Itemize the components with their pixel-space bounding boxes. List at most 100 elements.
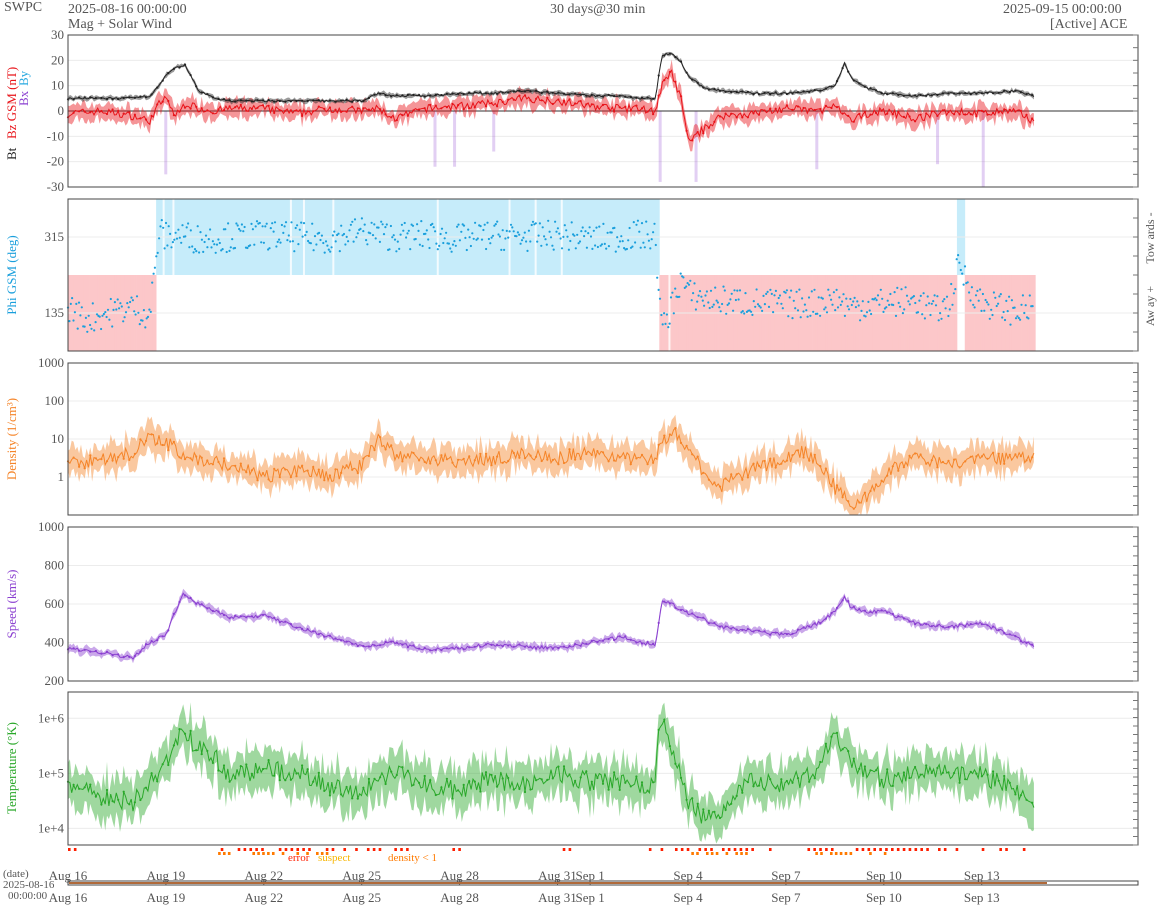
bt-point	[384, 94, 387, 97]
density-point	[1031, 456, 1034, 459]
phi-point	[596, 245, 600, 249]
bz-point	[351, 105, 354, 108]
density-point	[1003, 462, 1006, 465]
bt-point	[635, 96, 638, 99]
phi-point	[839, 303, 842, 306]
phi-point	[892, 303, 895, 307]
bt-point	[418, 94, 421, 97]
temperature-point	[941, 771, 945, 774]
speed-point	[289, 623, 292, 626]
bt-point	[523, 90, 527, 93]
phi-point	[632, 221, 635, 224]
temperature-point	[640, 781, 644, 784]
phi-point	[333, 230, 336, 233]
bz-point	[947, 110, 950, 114]
bt-point	[345, 98, 348, 101]
speed-point	[133, 654, 136, 658]
density-point	[373, 448, 376, 452]
speed-point	[167, 629, 170, 632]
mag-ylabel-bz: Bz GSM (nT)	[4, 67, 19, 139]
temperature-point	[468, 780, 471, 783]
phi-point	[267, 248, 270, 251]
temperature-point	[652, 781, 655, 784]
phi-point	[438, 244, 441, 247]
phi-point	[806, 315, 809, 318]
speed-point	[640, 642, 644, 645]
x-tick-label-top: Aug 28	[440, 868, 479, 883]
phi-point	[334, 240, 337, 243]
bt-point	[306, 99, 309, 102]
speed-y-tick-label: 600	[45, 596, 65, 611]
bz-point	[557, 98, 560, 101]
speed-point	[406, 646, 409, 649]
temperature-point	[596, 776, 599, 780]
bt-point	[568, 93, 571, 96]
bz-point	[936, 114, 939, 117]
bz-point	[89, 111, 92, 114]
phi-point	[976, 289, 979, 292]
phi-point	[173, 238, 176, 241]
bz-point	[696, 131, 699, 134]
speed-point	[462, 648, 465, 651]
phi-point	[235, 222, 238, 225]
phi-point	[845, 297, 848, 300]
phi-point	[191, 245, 194, 248]
phi-y-tick-label: 315	[45, 229, 65, 244]
phi-point	[122, 320, 125, 323]
density-point	[228, 467, 231, 470]
status-density-mark	[740, 852, 743, 855]
phi-point	[464, 236, 467, 239]
phi-gap	[332, 199, 335, 351]
density-point	[796, 449, 800, 452]
status-error-mark	[237, 848, 241, 851]
phi-point	[543, 235, 546, 238]
phi-point	[338, 250, 341, 253]
bz-point	[395, 119, 398, 122]
temperature-point	[646, 789, 649, 792]
phi-point	[991, 313, 994, 317]
speed-point	[200, 603, 203, 606]
phi-point	[353, 218, 357, 221]
bt-point	[200, 91, 203, 94]
status-error-mark	[400, 848, 403, 851]
bz-point	[512, 98, 515, 101]
phi-point	[838, 296, 841, 299]
bz-point	[267, 104, 270, 107]
temperature-envelope	[68, 702, 1034, 844]
density-point	[735, 473, 738, 476]
density-point	[975, 455, 978, 458]
bt-point	[908, 94, 911, 97]
status-error-mark	[698, 848, 702, 851]
speed-point	[412, 644, 415, 647]
bz-point	[824, 104, 828, 107]
phi-point	[487, 237, 490, 241]
speed-point	[473, 645, 476, 648]
phi-point	[576, 233, 579, 236]
phi-point	[652, 231, 655, 234]
speed-point	[629, 638, 632, 641]
status-density-mark	[745, 852, 748, 855]
phi-point	[1009, 323, 1012, 326]
phi-point	[77, 301, 81, 304]
phi-point	[830, 298, 833, 301]
bz-point	[507, 98, 510, 101]
phi-point	[709, 289, 713, 292]
status-error-mark	[355, 848, 358, 851]
phi-point	[1024, 304, 1027, 307]
phi-point	[618, 240, 622, 243]
speed-point	[590, 639, 593, 643]
phi-point	[318, 231, 321, 234]
density-point	[992, 451, 995, 454]
density-point	[239, 462, 242, 465]
bt-point	[969, 93, 972, 96]
phi-point	[701, 299, 704, 302]
status-error-mark	[885, 848, 888, 851]
bt-point	[925, 94, 928, 97]
x-tick-label-top: Aug 22	[244, 868, 283, 883]
status-error-mark	[394, 848, 397, 851]
speed-point	[317, 633, 320, 636]
bz-point	[273, 111, 276, 114]
density-point	[451, 461, 454, 464]
density-point	[496, 455, 499, 458]
phi-point	[155, 255, 158, 258]
